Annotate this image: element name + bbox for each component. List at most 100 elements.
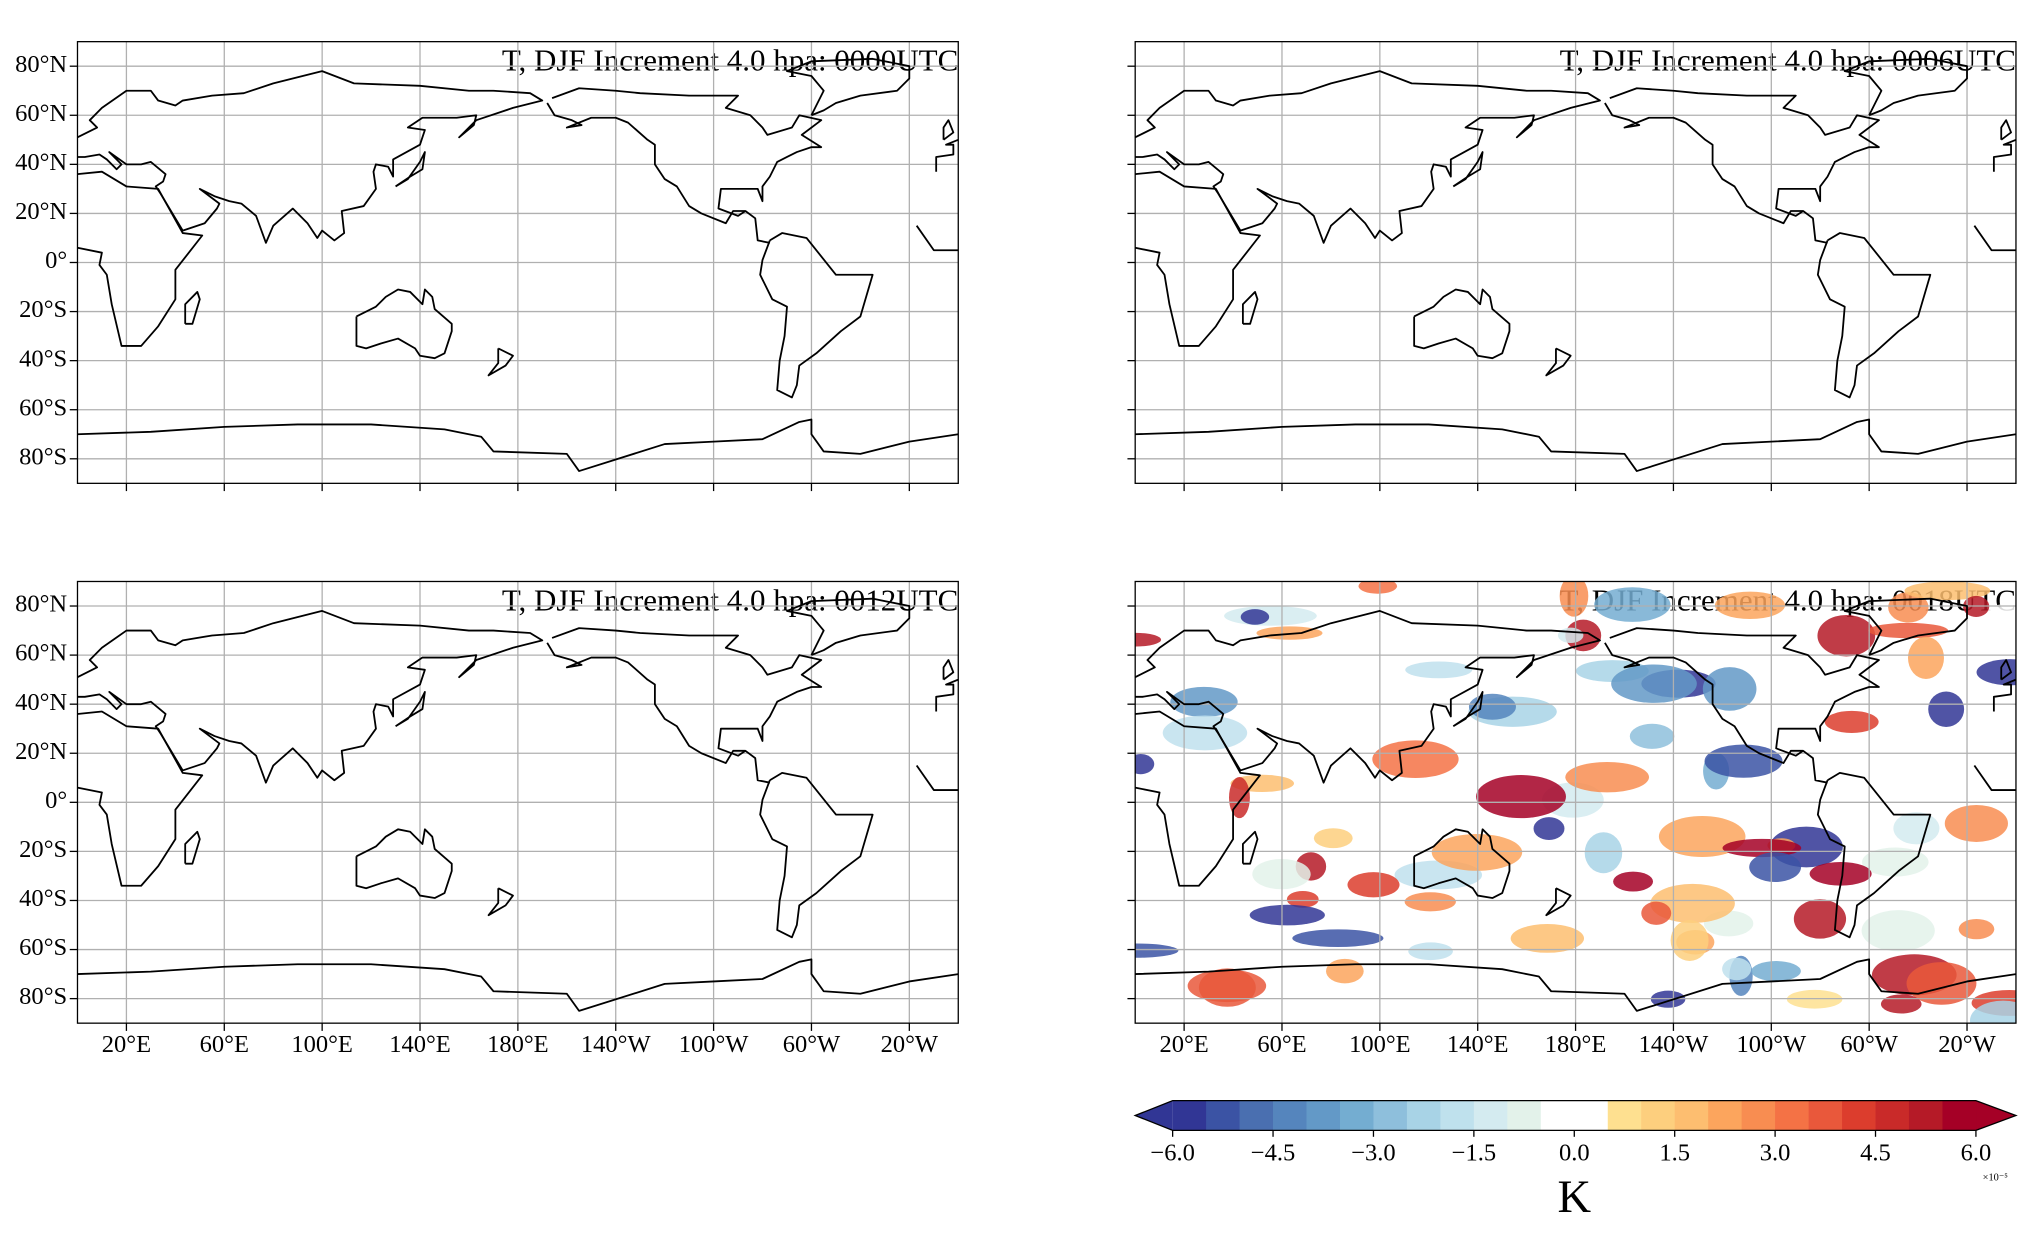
field-blob bbox=[1751, 961, 1801, 982]
colorbar-label: K bbox=[1557, 1172, 1591, 1223]
panel-title: T, DJF Increment 4.0 hpa: 0006UTC bbox=[1560, 43, 2016, 78]
field-blob bbox=[1641, 901, 1672, 925]
coastline bbox=[1609, 87, 1880, 217]
colorbar-tick-label: 6.0 bbox=[1961, 1140, 1992, 1167]
x-tick-label: 100°W bbox=[1736, 1031, 1807, 1058]
panel-frame bbox=[1134, 580, 2017, 1024]
field-blob bbox=[1629, 723, 1675, 749]
colorbar-over bbox=[1975, 1100, 2016, 1131]
panel-title: T, DJF Increment 4.0 hpa: 0012UTC bbox=[502, 583, 958, 618]
coastline bbox=[1452, 691, 1484, 728]
colorbar-segment bbox=[1942, 1100, 1977, 1131]
y-tick-label: 40°S bbox=[19, 885, 67, 912]
field-blob bbox=[1408, 942, 1453, 961]
y-tick-label: 60°S bbox=[19, 934, 67, 961]
field-blob bbox=[1326, 958, 1364, 984]
field-blob bbox=[1809, 861, 1872, 886]
colorbar-tick-label: −6.0 bbox=[1150, 1140, 1194, 1167]
colorbar-segment bbox=[1741, 1100, 1776, 1131]
field-blob bbox=[1868, 622, 1949, 639]
y-tick-label: 80°N bbox=[15, 51, 67, 78]
coastline bbox=[1413, 828, 1511, 899]
field-blob bbox=[1594, 587, 1671, 622]
colorbar-segment bbox=[1206, 1100, 1240, 1131]
y-tick-label: 80°N bbox=[15, 591, 67, 618]
colorbar-tick-label: 1.5 bbox=[1659, 1140, 1690, 1167]
panel-title: T, DJF Increment 4.0 hpa: 0000UTC bbox=[502, 43, 958, 78]
x-tick-label: 60°E bbox=[1257, 1031, 1306, 1058]
map-area bbox=[77, 41, 959, 484]
field-blob bbox=[1372, 740, 1459, 778]
field-blob bbox=[1431, 833, 1523, 871]
coastline bbox=[1241, 291, 1259, 325]
colorbar-segment bbox=[1339, 1100, 1374, 1131]
coastline bbox=[1992, 138, 2016, 172]
x-tick-label: 140°E bbox=[389, 1031, 451, 1058]
colorbar-under bbox=[1135, 1100, 1173, 1131]
coastline bbox=[546, 642, 771, 784]
field-blob bbox=[1958, 918, 1995, 940]
coastline bbox=[1135, 170, 1261, 347]
field-blob bbox=[1717, 979, 1767, 1014]
coastline bbox=[1545, 347, 1572, 377]
coastline bbox=[1135, 418, 2016, 472]
y-tick-label: 80°S bbox=[19, 443, 67, 470]
coastline bbox=[2000, 659, 2012, 681]
x-tick-label: 60°E bbox=[200, 1031, 249, 1058]
x-tick-label: 100°E bbox=[1349, 1031, 1411, 1058]
field-blob bbox=[1463, 659, 1550, 675]
coastline bbox=[1135, 70, 1601, 244]
colorbar-tick-label: −1.5 bbox=[1452, 1140, 1496, 1167]
y-tick-label: 60°S bbox=[19, 394, 67, 421]
x-tick-label: 20°W bbox=[881, 1031, 939, 1058]
x-tick-label: 140°E bbox=[1447, 1031, 1509, 1058]
field-blob bbox=[1893, 812, 1940, 845]
coastline bbox=[1816, 771, 1932, 939]
coastline bbox=[77, 418, 959, 472]
colorbar-segment bbox=[1708, 1100, 1743, 1131]
coastline bbox=[786, 57, 911, 117]
coastline bbox=[77, 958, 959, 1012]
x-tick-label: 100°E bbox=[291, 1031, 353, 1058]
field-blob bbox=[1861, 910, 1935, 952]
colorbar-segment bbox=[1908, 1100, 1943, 1131]
field-blob bbox=[1229, 776, 1250, 819]
field-blob bbox=[1904, 581, 1991, 601]
y-tick-label: 0° bbox=[45, 787, 67, 814]
map-area bbox=[1135, 581, 2016, 1024]
field-blob bbox=[1613, 871, 1654, 892]
y-tick-label: 40°S bbox=[19, 345, 67, 372]
x-tick-label: 140°W bbox=[1639, 1031, 1710, 1058]
field-blob bbox=[1793, 899, 1847, 939]
y-tick-label: 40°N bbox=[15, 149, 67, 176]
field-blob bbox=[1928, 691, 1965, 727]
coastline bbox=[1604, 642, 1828, 784]
field-blob bbox=[1224, 606, 1317, 626]
coastline bbox=[395, 151, 426, 188]
x-tick-label: 20°E bbox=[1159, 1031, 1208, 1058]
x-tick-label: 20°W bbox=[1938, 1031, 1996, 1058]
field-blob bbox=[1286, 890, 1319, 908]
field-blob bbox=[1862, 847, 1929, 877]
coastline bbox=[1992, 678, 2016, 712]
coastline bbox=[1843, 597, 1968, 656]
x-tick-label: 20°E bbox=[102, 1031, 151, 1058]
colorbar-segment bbox=[1239, 1100, 1274, 1131]
x-tick-label: 180°E bbox=[1545, 1031, 1607, 1058]
coastline bbox=[1973, 225, 2016, 252]
field-blob bbox=[1135, 632, 1162, 647]
colorbar-segment bbox=[1574, 1100, 1609, 1131]
coastline bbox=[1135, 710, 1261, 887]
field-blob bbox=[1510, 924, 1585, 953]
field-blob bbox=[1944, 804, 2008, 842]
x-tick-label: 60°W bbox=[783, 1031, 841, 1058]
coastline bbox=[355, 828, 453, 899]
y-tick-label: 20°N bbox=[15, 738, 67, 765]
x-tick-label: 60°W bbox=[1840, 1031, 1898, 1058]
colorbar-offset: ×10⁻⁵ bbox=[1983, 1173, 2009, 1184]
map-panel: T, DJF Increment 4.0 hpa: 0006UTC bbox=[1127, 41, 2017, 492]
colorbar-segment bbox=[1507, 1100, 1542, 1131]
coastline bbox=[395, 691, 426, 728]
y-tick-label: 80°S bbox=[19, 983, 67, 1010]
